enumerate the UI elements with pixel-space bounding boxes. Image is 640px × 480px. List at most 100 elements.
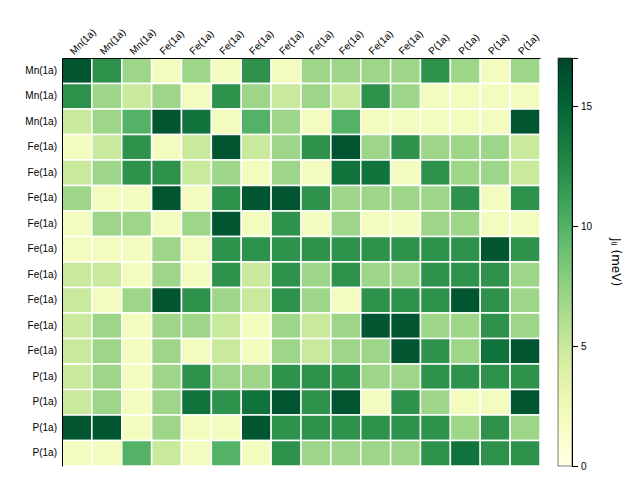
cell [92,288,122,314]
cell [361,109,391,135]
cell [331,84,361,110]
tick-mark [572,226,578,227]
cell [92,135,122,161]
tick: 5 [572,341,587,352]
cell [241,58,271,84]
cell [480,160,510,186]
cell [480,364,510,390]
cell [361,288,391,314]
cell [450,186,480,212]
axis-line [62,59,63,467]
tick-label: Fe(1a) [247,28,276,57]
cell [301,339,331,365]
tick: Fe(1a) [366,28,395,57]
tick-label: Fe(1a) [28,243,57,254]
cell [92,262,122,288]
tick: Fe(1a) [28,167,57,178]
cell [510,84,540,110]
cell [480,237,510,263]
cell [421,186,451,212]
cell [152,58,182,84]
cell [331,415,361,441]
cell [62,58,92,84]
cell [331,288,361,314]
cell [92,364,122,390]
cell [391,135,421,161]
cell [421,339,451,365]
cell [62,288,92,314]
tick-label: P(1a) [486,32,511,57]
tick-label: Mn(1a) [25,116,57,127]
cell [182,415,212,441]
cell [122,211,152,237]
tick-label: 0 [581,461,587,472]
cell [391,186,421,212]
cell [331,441,361,467]
tick: Fe(1a) [277,28,306,57]
x-axis: Mn(1a)Mn(1a)Mn(1a)Fe(1a)Fe(1a)Fe(1a)Fe(1… [63,26,541,58]
cell [301,313,331,339]
cell [510,441,540,467]
tick-label: Fe(1a) [277,28,306,57]
cell [271,58,301,84]
tick: P(1a) [426,32,451,57]
cell [62,211,92,237]
tick: P(1a) [516,32,541,57]
cell [391,313,421,339]
cell [391,441,421,467]
tick: Fe(1a) [28,320,57,331]
cell [62,262,92,288]
cell [152,390,182,416]
tick: 10 [572,221,593,232]
tick-label: Fe(1a) [28,345,57,356]
cell [152,237,182,263]
tick: P(1a) [33,396,57,407]
cell [450,135,480,161]
tick-label: Fe(1a) [217,28,246,57]
cell [62,237,92,263]
cell [241,390,271,416]
cell [301,415,331,441]
cell [62,339,92,365]
cell [152,135,182,161]
cell [241,415,271,441]
tick-label: Fe(1a) [187,28,216,57]
cell [211,58,241,84]
cell [421,441,451,467]
cell [391,364,421,390]
cell [122,160,152,186]
tick: Mn(1a) [25,116,57,127]
cell [271,288,301,314]
cell [331,390,361,416]
cell [182,84,212,110]
cell [361,390,391,416]
cell [391,109,421,135]
cell [331,160,361,186]
cell [361,313,391,339]
cell [331,237,361,263]
cell [480,109,510,135]
tick: P(1a) [33,371,57,382]
cell [391,211,421,237]
cell [271,415,301,441]
cell [241,441,271,467]
tick: Fe(1a) [28,218,57,229]
cell [301,160,331,186]
tick: Fe(1a) [337,28,366,57]
cell [391,339,421,365]
tick: Fe(1a) [187,28,216,57]
cell [421,58,451,84]
cell [421,262,451,288]
cell [62,313,92,339]
cell [122,135,152,161]
cell [510,390,540,416]
tick: Mn(1a) [68,26,98,56]
cell [421,109,451,135]
tick: 0 [572,461,587,472]
tick-label: Fe(1a) [28,294,57,305]
cell [510,109,540,135]
cell [211,262,241,288]
tick-label: P(1a) [33,396,57,407]
cell [421,211,451,237]
cell [361,262,391,288]
